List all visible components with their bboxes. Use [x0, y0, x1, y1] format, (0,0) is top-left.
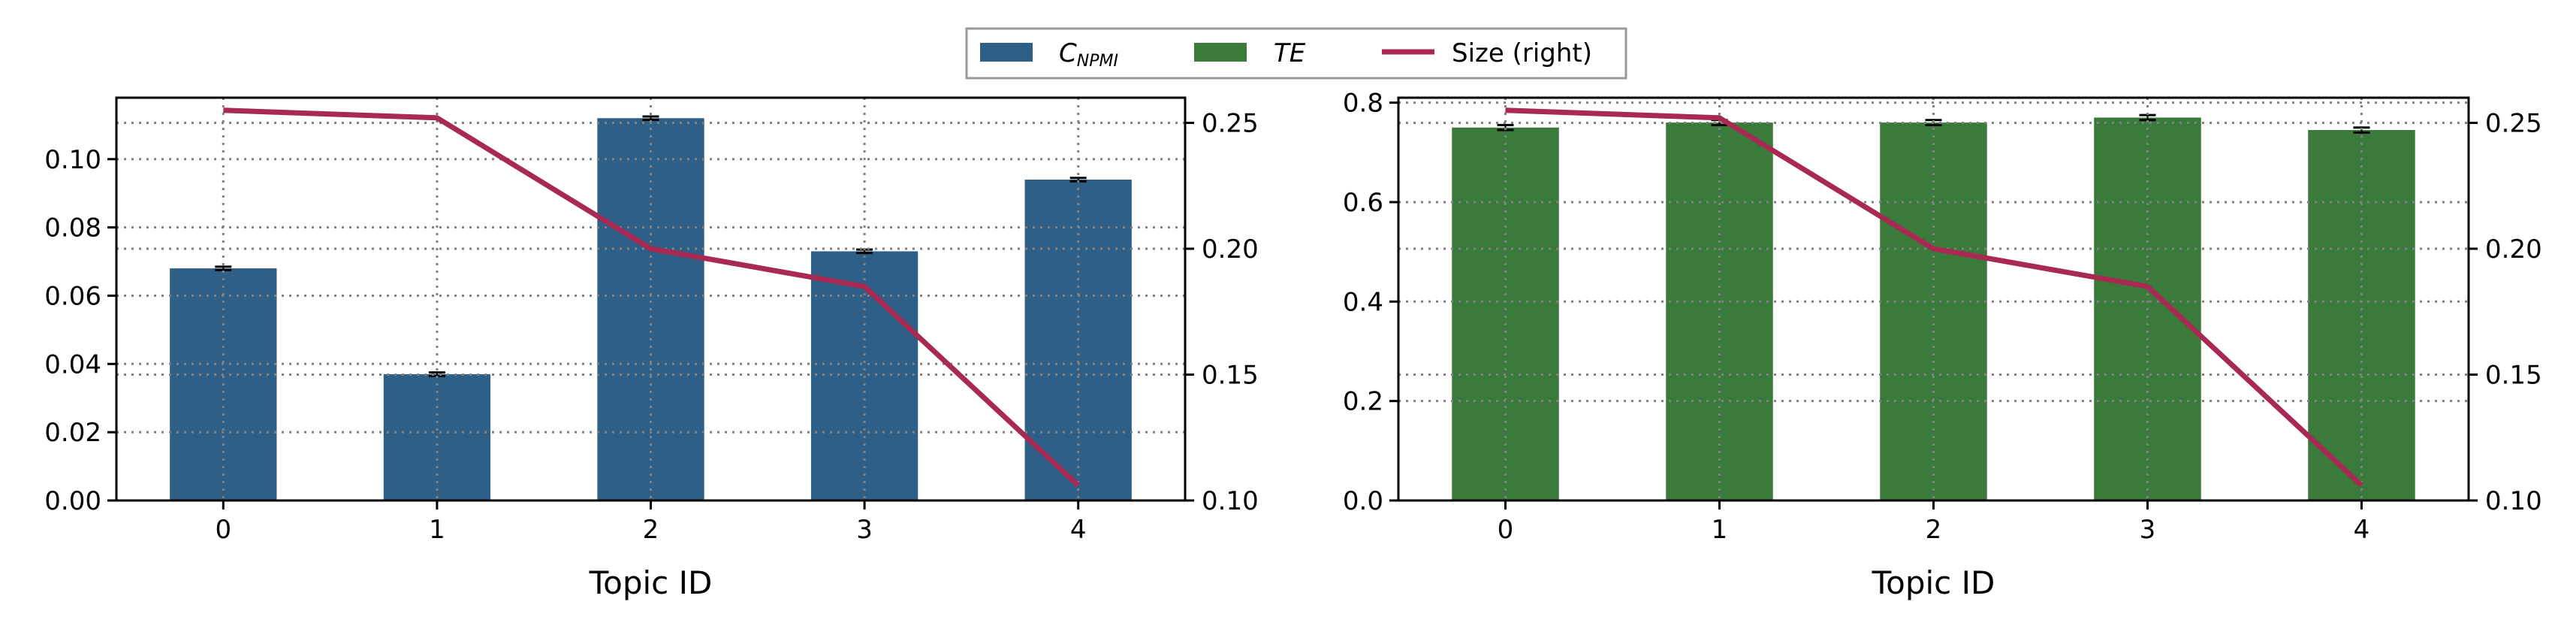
ytick-label-0.8: 0.8 [1343, 89, 1383, 119]
ytick-label-0.00: 0.00 [44, 486, 101, 516]
legend-label-te: TE [1274, 38, 1306, 68]
ytick-label-0.08: 0.08 [44, 213, 101, 243]
legend-swatch-cnpmi [980, 43, 1033, 62]
chart-panel-te: 0.0 0.2 0.4 0.6 0.8 0.10 0.15 0.20 0.25 0 1 2 3 4 Topi… [1343, 89, 2542, 601]
xtick-label-4: 4 [1070, 515, 1087, 545]
legend-label-cnpmi-subscript: NPMI [1077, 52, 1118, 71]
errorbar-cnpmi-topic-0 [215, 265, 232, 271]
size-line-cnpmi [223, 107, 1081, 488]
ytick-right-label-0.25: 0.25 [1202, 109, 1259, 139]
size-line-te [1505, 107, 2363, 488]
ytick-label-0.04: 0.04 [44, 349, 101, 380]
svg-text:Size (right): Size (right) [1452, 38, 1592, 68]
ytick-label-0.06: 0.06 [44, 281, 101, 311]
ytick-right-label-0.15: 0.15 [2485, 361, 2542, 391]
ytick-right-label-0.25: 0.25 [2485, 109, 2542, 139]
xtick-label-0: 0 [215, 515, 231, 545]
errorbar-cnpmi-topic-2 [642, 115, 659, 122]
xtick-label-2: 2 [1926, 515, 1942, 545]
svg-text:CNPMI: CNPMI [1059, 38, 1118, 71]
ytick-label-0.02: 0.02 [44, 418, 101, 448]
xtick-label-4: 4 [2354, 515, 2370, 545]
errorbar-te-topic-3 [2139, 113, 2156, 122]
bar-te-topic-4 [2308, 130, 2415, 501]
ytick-right-label-0.10: 0.10 [1202, 486, 1259, 516]
x-axis-label-te: Topic ID [1872, 564, 1995, 601]
ytick-right-label-0.20: 0.20 [2485, 234, 2542, 265]
legend-item-te: TE [1194, 38, 1306, 68]
ytick-right-label-0.10: 0.10 [2485, 486, 2542, 516]
ytick-right-label-0.15: 0.15 [1202, 361, 1259, 391]
legend-label-size: Size (right) [1452, 38, 1592, 68]
chart-panel-cnpmi: 0.00 0.02 0.04 0.06 0.08 0.10 0.10 0.15 0.20 0.25… [44, 96, 1259, 601]
ytick-label-0.2: 0.2 [1343, 387, 1383, 417]
legend-swatch-te [1194, 43, 1247, 62]
legend-label-cnpmi: C [1059, 38, 1077, 68]
xtick-label-0: 0 [1498, 515, 1514, 545]
ytick-label-0.0: 0.0 [1343, 486, 1383, 516]
xtick-label-1: 1 [1712, 515, 1728, 545]
x-axis-label-cnpmi: Topic ID [589, 564, 713, 601]
ytick-label-0.10: 0.10 [44, 145, 101, 175]
xtick-label-1: 1 [429, 515, 445, 545]
ytick-label-0.6: 0.6 [1343, 188, 1383, 218]
xtick-label-2: 2 [643, 515, 659, 545]
legend: CNPMI TE Size (right) [965, 27, 1627, 80]
legend-item-cnpmi: CNPMI [980, 38, 1118, 71]
xtick-label-3: 3 [2140, 515, 2156, 545]
ytick-right-label-0.20: 0.20 [1202, 234, 1259, 265]
legend-item-size: Size (right) [1382, 38, 1592, 68]
svg-text:TE: TE [1274, 38, 1306, 68]
ytick-label-0.4: 0.4 [1343, 287, 1383, 317]
xtick-label-3: 3 [856, 515, 873, 545]
